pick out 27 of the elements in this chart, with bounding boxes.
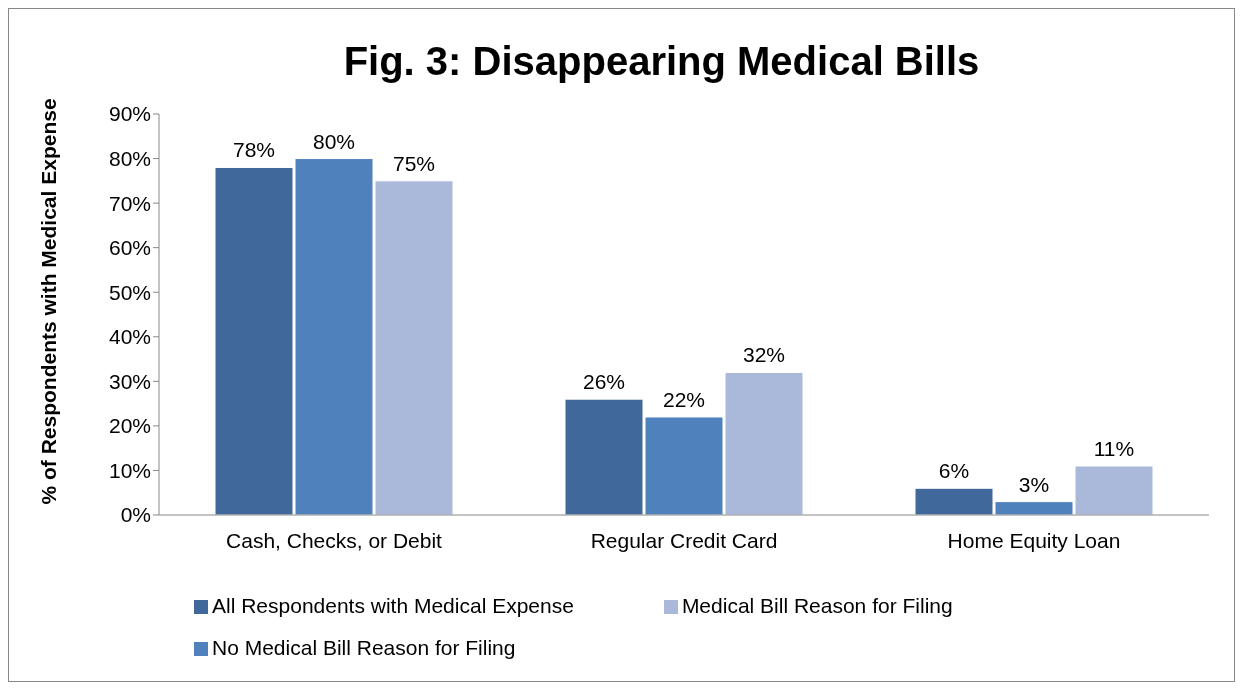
data-label: 3% — [1018, 472, 1050, 496]
x-tick-label: Regular Credit Card — [590, 528, 778, 552]
data-label: 22% — [662, 387, 706, 411]
y-tick-label: 80% — [108, 147, 151, 171]
y-tick-label: 10% — [108, 458, 151, 482]
x-tick-label: Cash, Checks, or Debit — [226, 528, 443, 552]
data-label: 32% — [742, 343, 786, 367]
data-label: 26% — [582, 370, 626, 394]
y-tick-label: 60% — [108, 236, 151, 260]
y-tick-label: 0% — [120, 503, 151, 527]
legend-label: Medical Bill Reason for Filing — [681, 594, 953, 617]
y-axis-title: % of Respondents with Medical Expense — [37, 98, 61, 505]
legend-label: All Respondents with Medical Expense — [212, 594, 574, 617]
y-tick-label: 70% — [108, 191, 151, 215]
data-label: 11% — [1093, 436, 1135, 460]
y-tick-label: 50% — [108, 280, 151, 304]
y-tick-label: 20% — [108, 414, 151, 438]
chart-title: Fig. 3: Disappearing Medical Bills — [342, 38, 981, 85]
y-tick-label: 90% — [108, 102, 151, 126]
x-tick-label: Home Equity Loan — [947, 528, 1121, 552]
data-label: 78% — [232, 138, 276, 162]
legend-label: No Medical Bill Reason for Filing — [212, 636, 516, 659]
y-tick-label: 30% — [108, 369, 151, 393]
y-tick-label: 40% — [108, 325, 151, 349]
data-label: 75% — [392, 151, 436, 175]
data-label: 80% — [312, 129, 356, 153]
data-label: 6% — [938, 459, 970, 483]
